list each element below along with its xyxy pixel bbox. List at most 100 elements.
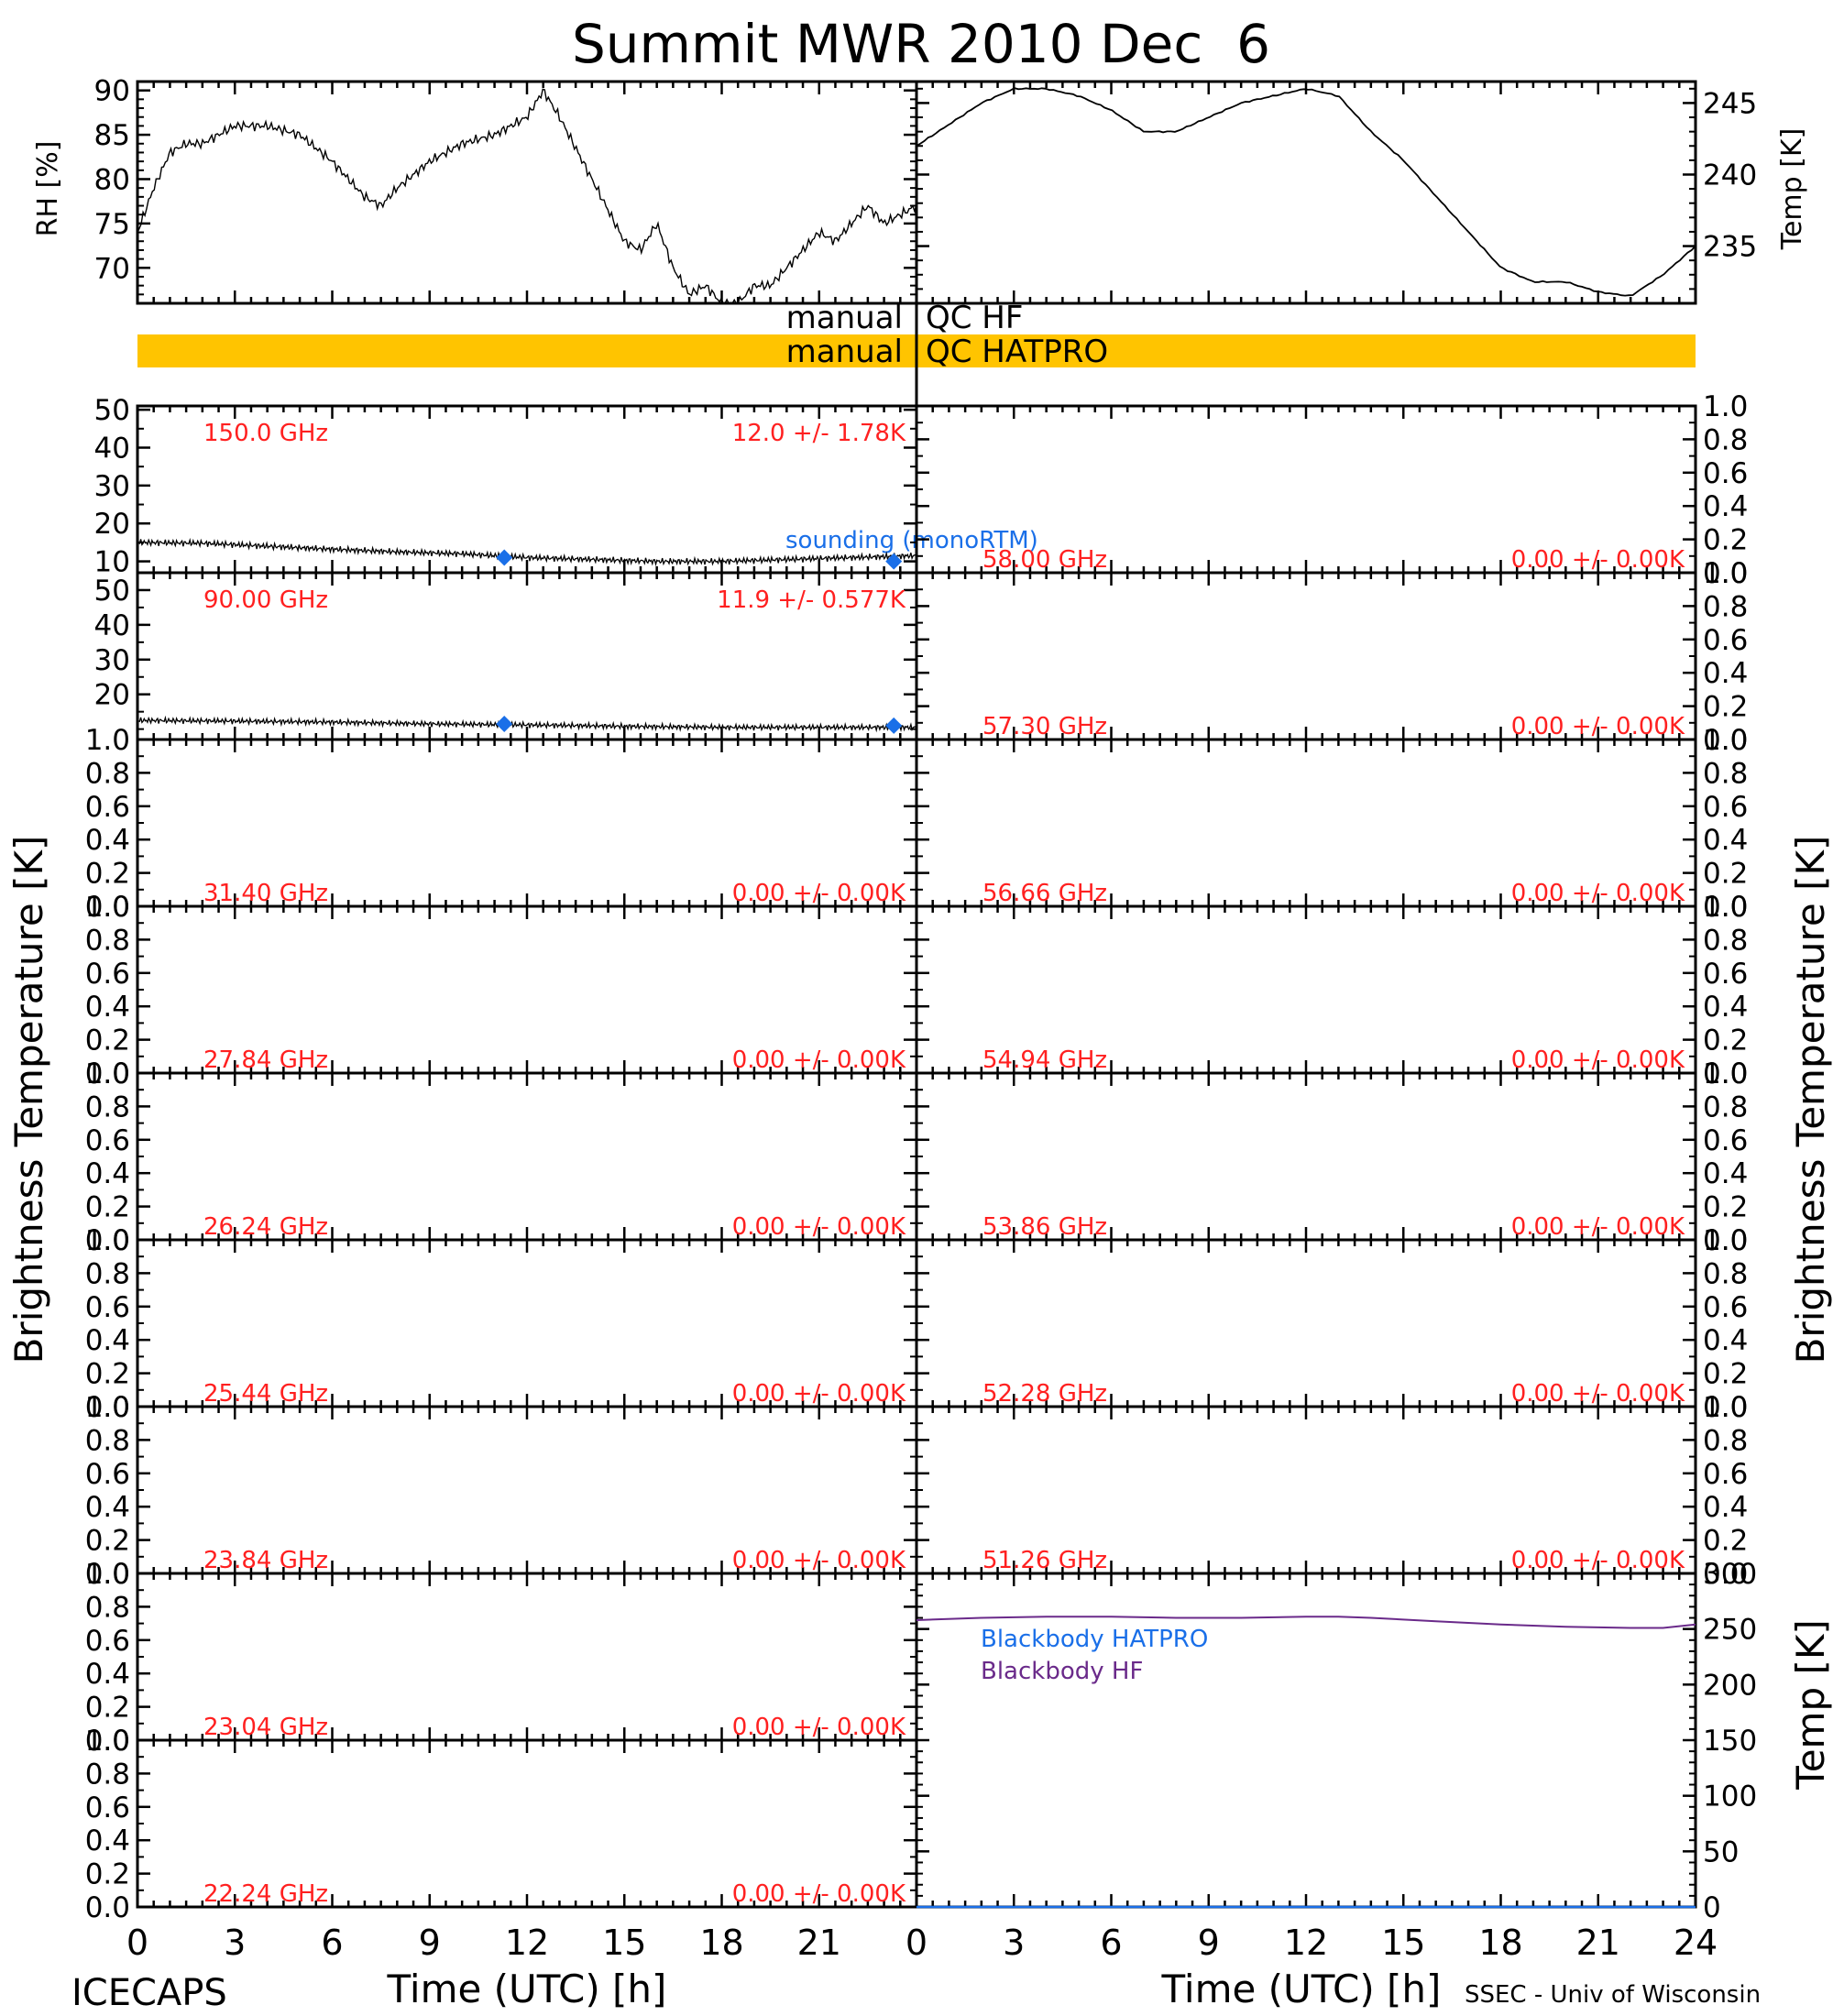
y-tick-label: 235	[1703, 231, 1757, 264]
y-tick-label: 250	[1703, 1614, 1757, 1647]
x-tick-label-left: 18	[699, 1923, 743, 1963]
y-tick-label: 0.4	[85, 1658, 130, 1691]
y-tick-label: 0.2	[1703, 1024, 1748, 1057]
y-tick-label: 0.0	[85, 1558, 130, 1591]
y-tick-label: 50	[94, 394, 130, 427]
y-tick-label: 0.8	[85, 1424, 130, 1457]
y-tick-label: 0.2	[85, 1525, 130, 1558]
qc-hf-left: manual	[786, 300, 903, 336]
channel-frequency-label: 57.30 GHz	[982, 713, 1107, 740]
blackbody-hf-line	[916, 1616, 1696, 1629]
bb-temp-axis-label: Temp [K]	[1788, 1619, 1833, 1791]
channel-frequency-label: 22.24 GHz	[203, 1880, 328, 1908]
y-tick-label: 0.0	[1703, 724, 1748, 757]
y-tick-label: 0.6	[1703, 457, 1748, 490]
channel-frequency-label: 58.00 GHz	[982, 546, 1107, 574]
y-tick-label: 0.4	[1703, 490, 1748, 523]
channel-stat-label: 0.00 +/- 0.00K	[732, 1547, 906, 1574]
y-tick-label: 0.4	[85, 1491, 130, 1524]
channel-stat-label: 0.00 +/- 0.00K	[1511, 880, 1685, 907]
y-tick-label: 1.0	[85, 1057, 130, 1090]
y-tick-label: 0.4	[85, 1157, 130, 1190]
y-tick-label: 0.8	[85, 1090, 130, 1123]
y-tick-label: 1.0	[1703, 557, 1748, 590]
sounding-point	[496, 715, 513, 732]
sounding-point	[496, 549, 513, 566]
y-tick-label: 1.0	[1703, 390, 1748, 423]
y-tick-label: 1.0	[85, 1391, 130, 1424]
x-tick-label-right: 3	[1003, 1923, 1025, 1963]
y-tick-label: 0.2	[1703, 691, 1748, 724]
channel-stat-label: 0.00 +/- 0.00K	[1511, 1547, 1685, 1574]
y-tick-label: 0.2	[85, 1191, 130, 1224]
channel-stat-label: 0.00 +/- 0.00K	[1511, 546, 1685, 574]
x-tick-label-right: 18	[1478, 1923, 1522, 1963]
sounding-annotation: sounding (monoRTM)	[785, 527, 1038, 554]
y-tick-label: 0.2	[1703, 858, 1748, 891]
y-tick-label: 0.4	[1703, 1324, 1748, 1357]
channel-stat-label: 0.00 +/- 0.00K	[732, 1380, 906, 1408]
y-tick-label: 1.0	[85, 891, 130, 924]
tb-axis-label-right: Brightness Temperature [K]	[1788, 836, 1833, 1364]
x-tick-label-right: 6	[1100, 1923, 1122, 1963]
y-tick-label: 0	[1703, 1891, 1721, 1924]
y-tick-label: 20	[94, 508, 130, 541]
y-tick-label: 0.4	[85, 991, 130, 1024]
y-tick-label: 1.0	[85, 1725, 130, 1758]
rh-plot-frame	[136, 80, 918, 305]
channel-stat-label: 0.00 +/- 0.00K	[732, 1213, 906, 1241]
qc-hf-right: QC HF	[926, 300, 1023, 336]
y-tick-label: 0.2	[85, 1692, 130, 1725]
y-tick-label: 0.2	[1703, 1525, 1748, 1558]
y-tick-label: 0.0	[1703, 1224, 1748, 1257]
y-tick-label: 1.0	[85, 1224, 130, 1257]
qc-hatpro-left: manual	[786, 334, 903, 370]
y-tick-label: 0.4	[85, 1824, 130, 1857]
channel-frequency-label: 23.04 GHz	[203, 1714, 328, 1741]
figure-title: Summit MWR 2010 Dec 6	[572, 13, 1270, 75]
temp-axis-label: Temp [K]	[1776, 128, 1808, 251]
channel-frequency-label: 54.94 GHz	[982, 1046, 1107, 1074]
y-tick-label: 80	[94, 163, 130, 196]
x-tick-label-right: 9	[1198, 1923, 1220, 1963]
y-tick-label: 0.2	[85, 1858, 130, 1891]
y-tick-label: 0.0	[85, 1057, 130, 1090]
channel-frequency-label: 25.44 GHz	[203, 1380, 328, 1408]
channel-stat-label: 12.0 +/- 1.78K	[732, 420, 906, 447]
y-tick-label: 240	[1703, 159, 1757, 192]
y-tick-label: 0.0	[1703, 1057, 1748, 1090]
x-tick-label-left: 12	[505, 1923, 549, 1963]
channel-stat-label: 0.00 +/- 0.00K	[732, 880, 906, 907]
y-tick-label: 1.0	[1703, 1391, 1748, 1424]
y-tick-label: 30	[94, 470, 130, 503]
temp-series-line	[916, 87, 1696, 297]
y-tick-label: 0.4	[85, 1324, 130, 1357]
x-axis-label-left: Time (UTC) [h]	[387, 1967, 667, 2011]
y-tick-label: 0.2	[1703, 1358, 1748, 1391]
y-tick-label: 0.6	[85, 1458, 130, 1491]
y-tick-label: 0.6	[1703, 1291, 1748, 1324]
y-tick-label: 0.0	[1703, 557, 1748, 590]
sounding-point	[885, 717, 903, 734]
y-tick-label: 0.4	[85, 824, 130, 857]
y-tick-label: 0.6	[1703, 791, 1748, 824]
y-tick-label: 10	[94, 546, 130, 579]
blackbody-hatpro-label: Blackbody HATPRO	[981, 1626, 1208, 1653]
y-tick-label: 0.8	[1703, 423, 1748, 456]
y-tick-label: 0.0	[85, 1725, 130, 1758]
blackbody-hf-label: Blackbody HF	[981, 1658, 1143, 1685]
x-tick-label-left: 6	[321, 1923, 343, 1963]
y-tick-label: 0.4	[1703, 991, 1748, 1024]
y-tick-label: 0.2	[1703, 1191, 1748, 1224]
y-tick-label: 30	[94, 644, 130, 677]
x-tick-label-left: 0	[126, 1923, 148, 1963]
blackbody-plot-frame	[915, 1572, 1697, 1909]
y-tick-label: 70	[94, 252, 130, 285]
channel-frequency-label: 56.66 GHz	[982, 880, 1107, 907]
y-tick-label: 0.8	[85, 757, 130, 790]
y-tick-label: 0.2	[85, 1358, 130, 1391]
channel-stat-label: 0.00 +/- 0.00K	[1511, 1380, 1685, 1408]
brightness-temperature-trace	[137, 537, 917, 567]
y-tick-label: 0.8	[1703, 757, 1748, 790]
y-tick-label: 0.4	[1703, 657, 1748, 690]
